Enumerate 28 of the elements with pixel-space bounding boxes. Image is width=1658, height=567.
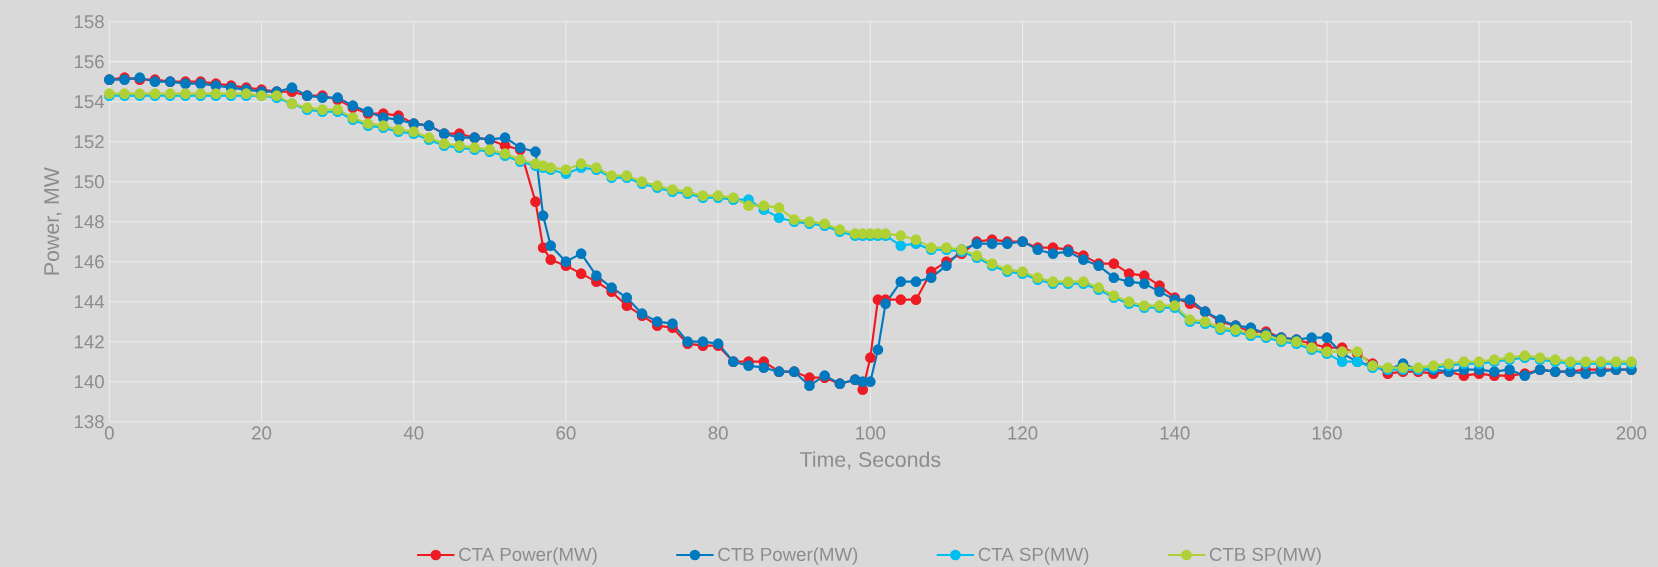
y-tick-label: 148 — [74, 215, 104, 229]
y-tick-label: 146 — [74, 255, 104, 269]
x-tick-label: 60 — [556, 426, 576, 440]
x-tick-label: 20 — [252, 426, 272, 440]
x-tick-label: 120 — [1008, 426, 1038, 440]
x-axis-title: Time, Seconds — [800, 451, 941, 470]
y-tick-label: 152 — [74, 135, 104, 149]
x-tick-label: 180 — [1464, 426, 1494, 440]
y-tick-label: 140 — [74, 375, 104, 389]
y-tick-label: 158 — [74, 15, 104, 29]
x-tick-label: 40 — [403, 426, 424, 440]
x-tick-label: 100 — [856, 426, 886, 440]
legend-label: CTB Power(MW) — [718, 547, 858, 565]
x-tick-label: 140 — [1160, 426, 1190, 440]
y-tick-label: 142 — [74, 335, 104, 349]
y-tick-label: 150 — [74, 175, 104, 189]
y-tick-label: 156 — [74, 55, 104, 69]
y-tick-label: 144 — [74, 295, 105, 309]
legend-label: CTA Power(MW) — [459, 547, 597, 565]
y-tick-label: 138 — [74, 415, 104, 429]
y-axis-title: Power, MW — [44, 167, 62, 275]
x-tick-label: 200 — [1616, 426, 1647, 440]
y-tick-label: 154 — [74, 95, 105, 109]
legend-label: CTB SP(MW) — [1209, 547, 1321, 565]
x-tick-label: 160 — [1312, 426, 1342, 440]
x-tick-label: 0 — [104, 426, 114, 440]
legend-label: CTA SP(MW) — [978, 547, 1089, 565]
x-tick-label: 80 — [708, 426, 728, 440]
